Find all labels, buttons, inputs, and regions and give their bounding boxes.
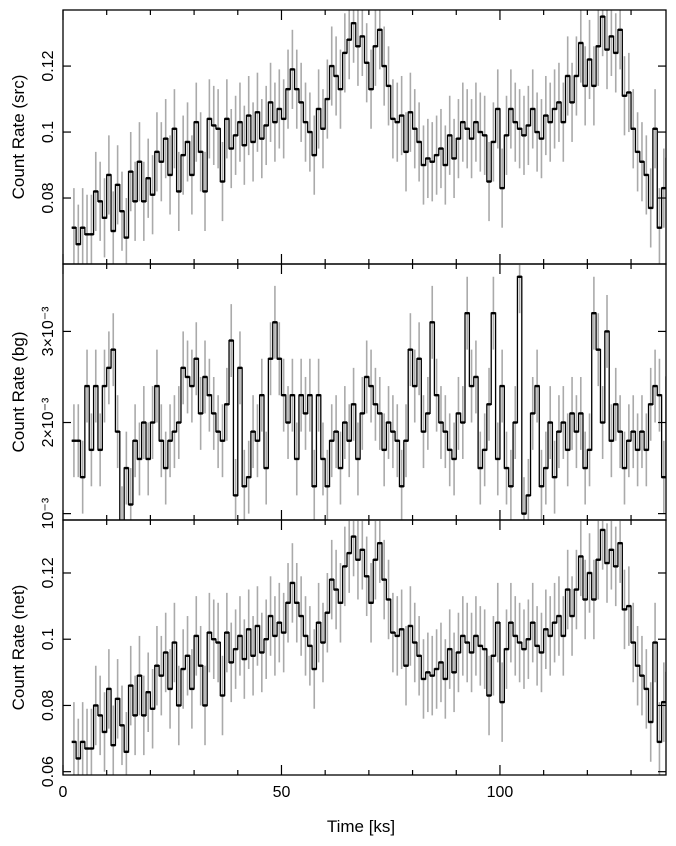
x-tick-label: 100 <box>487 784 514 801</box>
x-tick-label: 50 <box>273 784 291 801</box>
y-tick-label: 0.12 <box>40 50 57 81</box>
y-tick-label: 0.08 <box>40 182 57 213</box>
rate-bin <box>120 522 124 524</box>
y-tick-label: 0.1 <box>40 121 57 143</box>
panel-src: 0.08 0.1 0.12 Count Rate (src) <box>9 9 674 265</box>
rate-bin <box>670 681 674 683</box>
axis-ticks: 0.06 0.08 0.1 0.12 0 50 100 <box>40 520 666 801</box>
step-line <box>71 15 666 245</box>
rate-bin <box>670 476 674 478</box>
y-tick-label: 0.1 <box>40 628 57 650</box>
y-tick-label: 0.06 <box>40 756 57 787</box>
y-tick-label: 0.08 <box>40 690 57 721</box>
y-tick-label: 10⁻³ <box>40 497 57 529</box>
panel-bg: 10⁻³ 2×10⁻³ 3×10⁻³ Count Rate (bg) <box>9 263 674 529</box>
step-line <box>71 276 666 520</box>
rate-bin <box>666 376 670 378</box>
step-line <box>71 529 666 760</box>
y-tick-label: 3×10⁻³ <box>40 306 57 356</box>
axis-ticks: 0.08 0.1 0.12 <box>40 10 666 264</box>
rate-bin <box>666 157 670 159</box>
rate-bin <box>670 167 674 169</box>
panel-net: 0.06 0.08 0.1 0.12 0 50 100 Count Rate (net) <box>9 519 674 801</box>
error-bars <box>73 520 665 775</box>
rate-bin <box>666 671 670 673</box>
y-axis-label-src: Count Rate (src) <box>9 75 28 200</box>
y-axis-label-bg: Count Rate (bg) <box>9 332 28 453</box>
y-tick-label: 2×10⁻³ <box>40 397 57 447</box>
x-axis-label: Time [ks] <box>327 817 395 836</box>
y-axis-label-net: Count Rate (net) <box>9 585 28 711</box>
error-bars <box>73 264 665 520</box>
y-tick-label: 0.12 <box>40 557 57 588</box>
axis-ticks: 10⁻³ 2×10⁻³ 3×10⁻³ <box>40 264 666 529</box>
x-tick-label: 0 <box>59 784 68 801</box>
plot-frame <box>62 519 667 776</box>
error-bars <box>73 10 665 264</box>
